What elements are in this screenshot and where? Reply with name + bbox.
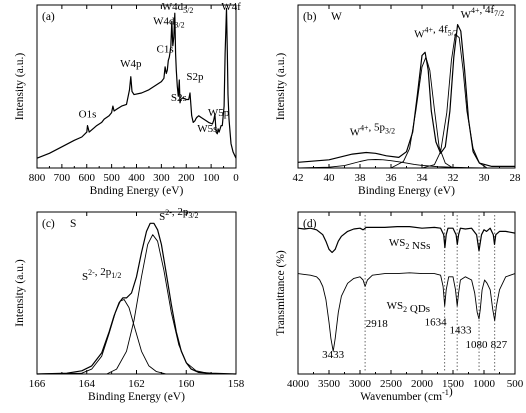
x-tick-label: 34 (417, 172, 429, 184)
panel-c-s-spectrum: 166 164 162 160 158 Binding Energy (eV) Intens… (14, 206, 245, 403)
panel-label: (c) (42, 218, 55, 230)
x-tick-label: 40 (324, 172, 336, 184)
peak-annotation: 1080 (466, 339, 489, 351)
x-axis-label: Binding Energy (eV) (88, 391, 185, 403)
panel-label: (a) (42, 11, 55, 23)
series-line (297, 226, 516, 254)
x-tick-label: 166 (29, 378, 46, 390)
x-tick-label: 0 (233, 172, 239, 184)
peak-annotation: W5p (208, 107, 230, 119)
x-tick-label: 158 (228, 378, 245, 390)
x-tick-label: 1500 (442, 378, 465, 390)
x-tick-label: 500 (507, 378, 524, 390)
peak-annotation: W4+, 4f7/2 (461, 4, 505, 21)
x-tick-label: 2000 (411, 378, 434, 390)
peak-annotation: W4f (221, 1, 241, 13)
series-line (36, 222, 237, 375)
x-tick-label: 800 (29, 172, 46, 184)
peak-annotation: S2-, 2p3/2 (159, 206, 198, 223)
peak-annotation: W4d3/2 (153, 16, 185, 30)
x-tick-label: 600 (79, 172, 96, 184)
y-axis-label: Intensity (a.u.) (14, 259, 26, 327)
x-tick-label: 500 (103, 172, 120, 184)
y-axis-label: Transmittance (%) (275, 250, 287, 336)
x-tick-label: 100 (203, 172, 220, 184)
series-line (297, 24, 515, 167)
panel-title: S (70, 218, 76, 230)
x-tick-label: 400 (128, 172, 145, 184)
x-tick-label: 32 (448, 172, 459, 184)
x-tick-label: 160 (178, 378, 195, 390)
peak-annotation: W4+, 5p3/2 (350, 121, 395, 138)
peak-annotation: 827 (491, 339, 508, 351)
series-line (37, 234, 236, 375)
peak-annotation: W4+, 4f5/2 (414, 24, 458, 41)
peak-annotation: S2-, 2p1/2 (82, 266, 121, 283)
panel-a-survey-spectrum: 800 700 600 500 400 300 200 100 0 Bnding Energy (… (14, 1, 241, 197)
x-tick-label: 1000 (473, 378, 496, 390)
panel-label: (b) (303, 11, 317, 23)
panel-d-ftir-spectrum: 4000 3500 3000 2500 2000 1500 1000 500 Wavenumbe… (275, 211, 524, 403)
x-tick-label: 2500 (380, 378, 403, 390)
x-tick-label: 200 (178, 172, 195, 184)
peak-annotation: S2p (186, 71, 204, 83)
x-tick-label: 164 (79, 378, 96, 390)
peak-annotation: WS2 QDs (387, 300, 430, 315)
series-line (297, 272, 516, 352)
series-line (298, 56, 515, 169)
panel-label: (d) (303, 218, 317, 230)
peak-annotation: O1s (79, 108, 97, 120)
series-line (297, 159, 515, 169)
peak-annotation: 2918 (366, 318, 389, 330)
x-axis-label: Binding Energy (eV) (358, 185, 455, 197)
panel-title: W (331, 11, 342, 23)
peak-annotation: W4p (120, 58, 142, 70)
x-axis-label: Wavenumber (cm-1) (360, 386, 453, 403)
x-tick-label: 3000 (349, 378, 372, 390)
series-line (298, 33, 515, 169)
peak-annotation: 3433 (322, 349, 345, 361)
peak-annotation: W5s (197, 123, 217, 135)
x-tick-label: 42 (293, 172, 304, 184)
peak-annotation: W4d5/2 (162, 1, 194, 15)
peak-annotation: 1634 (425, 316, 448, 328)
x-tick-label: 28 (510, 172, 522, 184)
series-line (36, 299, 236, 375)
x-axis-label: Bnding Energy (eV) (90, 185, 184, 197)
y-axis-label: Intensity (a.u.) (14, 53, 26, 121)
series-line (36, 7, 237, 159)
peak-annotation: 1433 (449, 325, 472, 337)
x-tick-label: 4000 (287, 378, 310, 390)
x-tick-label: 36 (386, 172, 398, 184)
panel-b-w-spectrum: 42 40 38 36 34 32 30 28 Binding Energy (eV) Inten… (275, 4, 521, 197)
y-axis-label: Intensity (a.u.) (275, 53, 287, 121)
x-tick-label: 300 (153, 172, 170, 184)
plot-frame (297, 4, 516, 169)
peak-annotation: S2s (171, 92, 187, 104)
peak-annotation: C1s (157, 43, 174, 55)
peak-annotation: WS2 NSs (389, 237, 431, 252)
x-tick-label: 162 (128, 378, 145, 390)
x-tick-label: 30 (479, 172, 491, 184)
x-tick-label: 3500 (318, 378, 341, 390)
plot-frame (36, 211, 237, 375)
x-tick-label: 700 (54, 172, 71, 184)
x-tick-label: 38 (355, 172, 367, 184)
